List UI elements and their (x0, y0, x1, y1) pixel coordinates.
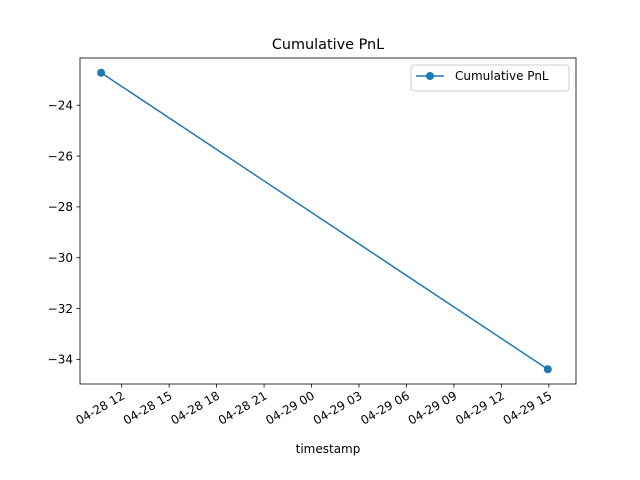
y-tick-label: −28 (48, 200, 73, 214)
legend: Cumulative PnL (410, 64, 570, 92)
legend-box (410, 64, 570, 92)
data-point (543, 365, 552, 374)
legend-marker-swatch (426, 72, 434, 80)
y-axis: −24 −26 −28 −30 −32 −34 (48, 99, 80, 367)
data-point (97, 68, 106, 77)
legend-label: Cumulative PnL (455, 69, 549, 83)
chart-title: Cumulative PnL (272, 37, 384, 53)
axes-frame (79, 57, 577, 385)
y-tick-label: −26 (48, 149, 73, 163)
y-tick-label: −24 (48, 99, 73, 113)
series-line-cumulative-pnl (100, 72, 549, 370)
y-tick-label: −34 (48, 353, 73, 367)
y-tick-label: −30 (48, 251, 73, 265)
y-tick-label: −32 (48, 302, 73, 316)
x-axis-label: timestamp (296, 442, 361, 456)
plot-area (97, 68, 552, 374)
